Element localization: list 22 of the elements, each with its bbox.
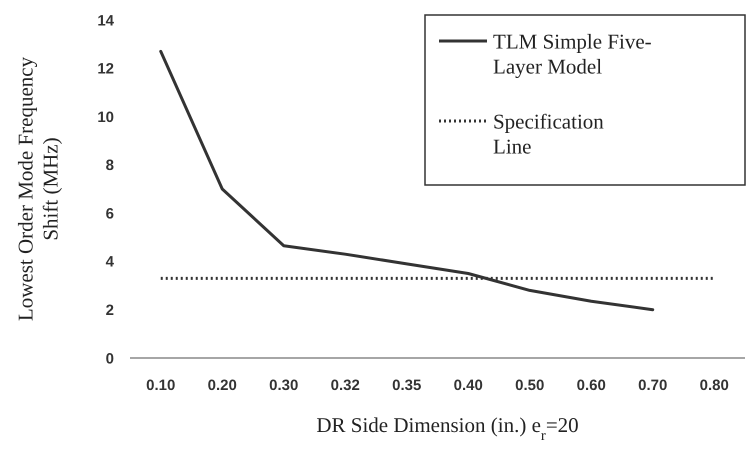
x-tick-label: 0.10 <box>146 377 176 394</box>
y-tick-label: 12 <box>97 60 114 78</box>
y-tick-label: 14 <box>97 12 115 30</box>
x-tick-label: 0.32 <box>330 377 360 394</box>
x-tick-label: 0.40 <box>454 377 483 394</box>
x-tick-label: 0.20 <box>208 377 237 394</box>
x-tick-label: 0.80 <box>700 377 729 394</box>
y-tick-label: 4 <box>106 254 115 271</box>
y-tick-label: 2 <box>106 302 114 319</box>
x-tick-label: 0.50 <box>515 377 544 394</box>
x-tick-label: 0.70 <box>638 377 668 394</box>
x-axis-title: DR Side Dimension (in.) e$_{r}$=20 <box>316 413 579 444</box>
legend-label: Specification Line <box>493 109 604 159</box>
legend-label: TLM Simple Five-Layer Model <box>493 29 652 79</box>
x-tick-label: 0.60 <box>576 377 606 394</box>
x-tick-label: 0.35 <box>392 377 422 394</box>
y-tick-label: 6 <box>106 205 114 222</box>
y-tick-label: 8 <box>106 157 114 174</box>
x-tick-label: 0.30 <box>269 377 298 394</box>
y-axis-title: Lowest Order Mode Frequency Shift (MHz) <box>13 56 63 322</box>
y-tick-label: 0 <box>106 350 114 368</box>
y-tick-label: 10 <box>97 108 114 126</box>
